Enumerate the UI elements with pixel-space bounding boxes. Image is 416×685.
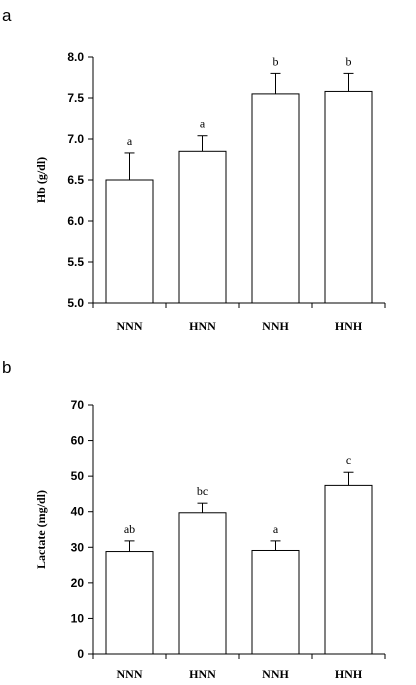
panel-b-ytick-label: 30 [71, 540, 85, 554]
panel-a-ytick-label: 6.5 [67, 173, 84, 187]
panel-b-significance-label: bc [197, 484, 208, 498]
panel-a-ytick-label: 7.5 [67, 91, 84, 105]
panel-b-y-axis-title: Lactate (mg/dl) [34, 490, 48, 569]
panel-a-category-label: HNN [189, 319, 216, 333]
panel-a-significance-label: b [273, 54, 279, 68]
panel-a-ytick-label: 5.0 [67, 296, 84, 310]
panel-b-category-label: NNH [262, 667, 289, 681]
panel-b-bar-nnn [105, 551, 154, 655]
panel-b-bar-hnn [178, 512, 227, 655]
panel-a-ytick-label: 7.0 [67, 132, 84, 146]
panel-b-ytick-label: 60 [71, 434, 85, 448]
panel-a-category-label: NNN [117, 319, 143, 333]
panel-a-significance-label: b [346, 54, 352, 68]
panel-a-ytick-label: 5.5 [67, 255, 84, 269]
panel-a-label: a [2, 6, 12, 25]
panel-b-ytick-label: 50 [71, 469, 85, 483]
panel-b-category-label: NNN [117, 667, 143, 681]
panel-a-bar-hnn [178, 150, 227, 304]
panel-b-bar-nnh [251, 549, 300, 655]
panel-b-bar-hnh [324, 484, 373, 655]
panel-b-ytick-label: 20 [71, 576, 85, 590]
panel-a-category-label: NNH [262, 319, 289, 333]
panel-a-significance-label: a [127, 134, 133, 148]
panel-a-bar-hnh [324, 90, 373, 304]
panel-b-significance-label: a [273, 522, 279, 536]
panel-a-bar-nnn [105, 179, 154, 304]
panel-a-y-axis-title: Hb (g/dl) [34, 157, 48, 203]
panel-b-ytick-label: 70 [71, 398, 85, 412]
panel-a-bar-nnh [251, 93, 300, 304]
panel-b-category-label: HNN [189, 667, 216, 681]
panel-a-ytick-label: 6.0 [67, 214, 84, 228]
panel-a-significance-label: a [200, 117, 206, 131]
panel-b-significance-label: ab [124, 522, 135, 536]
panel-b-ytick-label: 40 [71, 505, 85, 519]
panel-a-category-label: HNH [335, 319, 363, 333]
panel-b-ytick-label: 10 [71, 611, 85, 625]
panel-a-ytick-label: 8.0 [67, 50, 84, 64]
panel-b-category-label: HNH [335, 667, 363, 681]
panel-b-significance-label: c [346, 453, 351, 467]
panel-b-ytick-label: 0 [77, 647, 84, 661]
panel-b-label: b [2, 358, 11, 377]
